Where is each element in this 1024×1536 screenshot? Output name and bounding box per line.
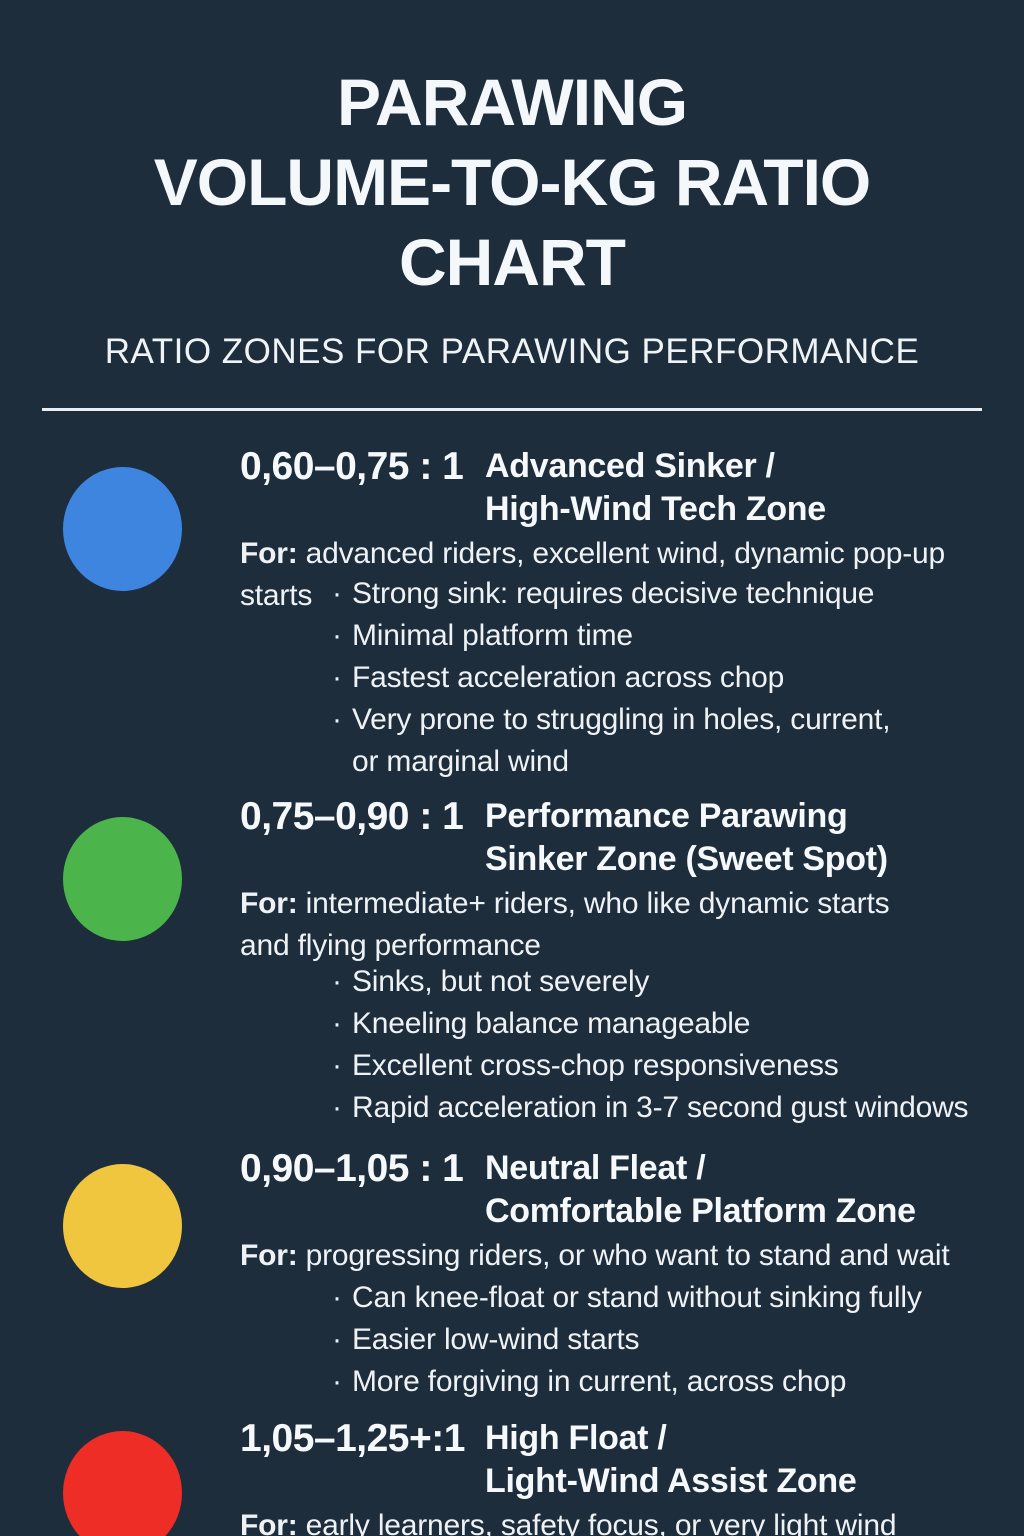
audience-line: For: advanced riders, excellent wind, dy… — [240, 533, 984, 617]
green-dot-icon — [63, 817, 182, 941]
zone-name: Advanced Sinker / High-Wind Tech Zone — [485, 447, 826, 528]
bullet-item: Strong sink: requires decisive technique — [330, 573, 984, 615]
bullet-item: Can knee-float or stand without sinking … — [330, 1277, 984, 1319]
for-text: intermediate+ riders, who like dynamic s… — [240, 887, 890, 962]
bullet-item: Sinks, but not severely — [330, 961, 984, 1003]
bullet-item: Fastest acceleration across chop — [330, 657, 984, 699]
audience-line: For: early learners, safety focus, or ve… — [240, 1505, 984, 1536]
zone-name: Neutral Fleat / Comfortable Platform Zon… — [485, 1149, 916, 1230]
zone-content: 0,75–0,90 : 1 Performance Parawing Sinke… — [240, 795, 984, 1129]
zone-heading: 0,90–1,05 : 1 Neutral Fleat / Comfortabl… — [240, 1147, 984, 1233]
bullet-list: Can knee-float or stand without sinking … — [330, 1277, 984, 1403]
bullet-item: More forgiving in current, across chop — [330, 1361, 984, 1403]
page-title: PARAWING VOLUME-TO-KG RATIO CHART — [153, 65, 872, 299]
page-subtitle: RATIO ZONES FOR PARAWING PERFORMANCE — [104, 332, 920, 371]
zone-section-advanced-sinker: 0,60–0,75 : 1 Advanced Sinker / High-Win… — [40, 445, 984, 783]
zone-name: Performance Parawing Sinker Zone (Sweet … — [485, 797, 888, 878]
zone-section-neutral-float: 0,90–1,05 : 1 Neutral Fleat / Comfortabl… — [40, 1147, 984, 1403]
bullet-item: Easier low-wind starts — [330, 1319, 984, 1361]
divider-line — [42, 408, 982, 411]
zone-content: 0,90–1,05 : 1 Neutral Fleat / Comfortabl… — [240, 1147, 984, 1403]
zone-heading: 0,75–0,90 : 1 Performance Parawing Sinke… — [240, 795, 984, 881]
for-label: For: — [240, 537, 298, 570]
bullet-item: Very prone to struggling in holes, curre… — [330, 699, 984, 783]
zone-heading: 0,60–0,75 : 1 Advanced Sinker / High-Win… — [240, 445, 984, 531]
dot-column — [40, 795, 240, 1129]
header: PARAWING VOLUME-TO-KG RATIO CHART RATIO … — [0, 0, 1024, 372]
zone-section-performance-sinker: 0,75–0,90 : 1 Performance Parawing Sinke… — [40, 795, 984, 1129]
for-label: For: — [240, 1509, 298, 1536]
ratio-range: 0,75–0,90 : 1 — [240, 795, 464, 838]
bullet-item: Minimal platform time — [330, 615, 984, 657]
bullet-list: Sinks, but not severely Kneeling balance… — [330, 961, 984, 1129]
dot-column — [40, 445, 240, 783]
for-label: For: — [240, 1239, 298, 1272]
zone-content: 0,60–0,75 : 1 Advanced Sinker / High-Win… — [240, 445, 984, 783]
red-dot-icon — [63, 1431, 182, 1536]
zone-section-high-float: 1,05–1,25+:1 High Float / Light-Wind Ass… — [40, 1417, 984, 1536]
zone-heading: 1,05–1,25+:1 High Float / Light-Wind Ass… — [240, 1417, 984, 1503]
for-text: progressing riders, or who want to stand… — [305, 1239, 950, 1272]
dot-column — [40, 1147, 240, 1403]
zone-name: High Float / Light-Wind Assist Zone — [485, 1419, 857, 1500]
ratio-range: 0,60–0,75 : 1 — [240, 445, 464, 488]
yellow-dot-icon — [63, 1164, 182, 1288]
ratio-range: 1,05–1,25+:1 — [240, 1417, 465, 1460]
zone-content: 1,05–1,25+:1 High Float / Light-Wind Ass… — [240, 1417, 984, 1536]
blue-dot-icon — [63, 467, 182, 591]
ratio-range: 0,90–1,05 : 1 — [240, 1147, 464, 1190]
audience-line: For: intermediate+ riders, who like dyna… — [240, 883, 984, 967]
for-text: early learners, safety focus, or very li… — [305, 1509, 897, 1536]
for-label: For: — [240, 887, 298, 920]
bullet-item: Excellent cross-chop responsiveness — [330, 1045, 984, 1087]
dot-column — [40, 1417, 240, 1536]
audience-line: For: progressing riders, or who want to … — [240, 1235, 984, 1277]
bullet-item: Rapid acceleration in 3-7 second gust wi… — [330, 1087, 984, 1129]
bullet-item: Kneeling balance manageable — [330, 1003, 984, 1045]
bullet-list: Strong sink: requires decisive technique… — [330, 573, 984, 783]
for-text: advanced riders, excellent wind, dynamic… — [240, 537, 945, 612]
zone-sections: 0,60–0,75 : 1 Advanced Sinker / High-Win… — [0, 445, 1024, 1536]
